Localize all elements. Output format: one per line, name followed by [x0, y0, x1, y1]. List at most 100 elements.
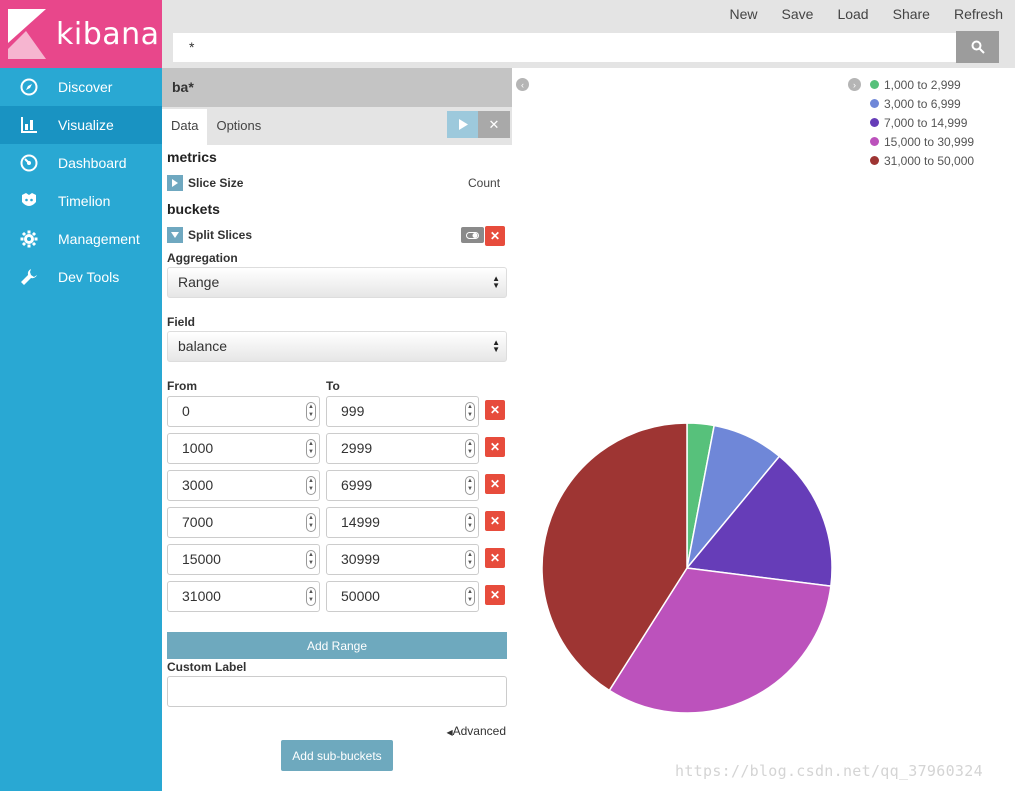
range-to-input[interactable]: 999 ▲ ▼: [326, 396, 479, 427]
spinner-icon[interactable]: ▲ ▼: [306, 513, 316, 532]
visualization-area: ‹ › 1,000 to 2,999 3,000 to 6,999 7,000 to…: [512, 68, 1015, 791]
advanced-label: Advanced: [452, 724, 506, 738]
kibana-logo[interactable]: kibana: [0, 0, 162, 68]
legend-label: 7,000 to 14,999: [884, 115, 968, 130]
custom-label-input[interactable]: [167, 676, 507, 707]
collapse-editor-icon[interactable]: ‹: [516, 78, 529, 91]
range-to-input[interactable]: 30999 ▲ ▼: [326, 544, 479, 575]
add-range-button[interactable]: Add Range: [167, 632, 507, 659]
collapse-caret-icon[interactable]: [167, 227, 183, 243]
new-button[interactable]: New: [729, 6, 758, 22]
spinner-icon[interactable]: ▲ ▼: [465, 402, 475, 421]
top-bar: New Save Load Share Refresh *: [162, 0, 1015, 68]
legend-item[interactable]: 15,000 to 30,999: [870, 132, 974, 151]
tab-data[interactable]: Data: [162, 109, 208, 145]
close-icon: ✕: [489, 588, 501, 602]
advanced-toggle[interactable]: ◀Advanced: [446, 724, 506, 738]
spinner-icon[interactable]: ▲ ▼: [465, 587, 475, 606]
range-to-input[interactable]: 14999 ▲ ▼: [326, 507, 479, 538]
tab-options[interactable]: Options: [216, 118, 262, 133]
range-from-input[interactable]: 7000 ▲ ▼: [167, 507, 320, 538]
pie-slice[interactable]: [685, 455, 833, 588]
pie-slice[interactable]: [686, 422, 716, 569]
select-arrows-icon: ▲ ▼: [492, 338, 500, 354]
search-icon: [971, 40, 985, 54]
remove-range-button[interactable]: ✕: [485, 548, 505, 568]
sidebar-item-dashboard[interactable]: Dashboard: [0, 144, 162, 182]
range-from-input[interactable]: 15000 ▲ ▼: [167, 544, 320, 575]
spinner-icon[interactable]: ▲ ▼: [465, 513, 475, 532]
sidebar-item-label: Dev Tools: [58, 269, 120, 285]
close-icon: ✕: [489, 229, 501, 243]
remove-range-button[interactable]: ✕: [485, 585, 505, 605]
spinner-icon[interactable]: ▲ ▼: [306, 587, 316, 606]
close-icon: ✕: [488, 116, 500, 132]
spinner-icon[interactable]: ▲ ▼: [306, 476, 316, 495]
index-pattern-title: ba*: [162, 68, 512, 107]
gear-icon: [18, 228, 40, 250]
metrics-title: metrics: [167, 149, 217, 165]
share-button[interactable]: Share: [892, 6, 930, 22]
aggregation-select[interactable]: Range ▲ ▼: [167, 267, 507, 298]
add-sub-buckets-button[interactable]: Add sub-buckets: [281, 740, 393, 771]
remove-range-button[interactable]: ✕: [485, 400, 505, 420]
field-value: balance: [178, 338, 228, 354]
close-icon: ✕: [489, 551, 501, 565]
spinner-icon[interactable]: ▲ ▼: [306, 550, 316, 569]
legend-item[interactable]: 31,000 to 50,000: [870, 151, 974, 170]
expand-caret-icon[interactable]: [167, 175, 183, 191]
legend-item[interactable]: 7,000 to 14,999: [870, 113, 974, 132]
pie-slice[interactable]: [541, 422, 688, 692]
pie-slice[interactable]: [608, 567, 832, 714]
close-icon: ✕: [489, 440, 501, 454]
sidebar-item-dev-tools[interactable]: Dev Tools: [0, 258, 162, 296]
legend-item[interactable]: 3,000 to 6,999: [870, 94, 974, 113]
legend-item[interactable]: 1,000 to 2,999: [870, 75, 974, 94]
bucket-row[interactable]: Split Slices: [167, 227, 252, 243]
chart-legend: 1,000 to 2,999 3,000 to 6,999 7,000 to 14,…: [870, 75, 974, 170]
range-from-value: 3000: [182, 477, 214, 493]
sidebar-item-timelion[interactable]: Timelion: [0, 182, 162, 220]
legend-label: 15,000 to 30,999: [884, 134, 975, 149]
legend-swatch: [870, 118, 879, 127]
legend-label: 31,000 to 50,000: [884, 153, 975, 168]
sidebar-item-label: Visualize: [58, 117, 114, 133]
search-button[interactable]: [956, 31, 999, 63]
search-input[interactable]: *: [173, 33, 956, 62]
sidebar-item-discover[interactable]: Discover: [0, 68, 162, 106]
refresh-button[interactable]: Refresh: [953, 6, 1003, 22]
range-to-input[interactable]: 2999 ▲ ▼: [326, 433, 479, 464]
range-to-value: 30999: [341, 551, 380, 567]
range-to-input[interactable]: 50000 ▲ ▼: [326, 581, 479, 612]
discard-changes-button[interactable]: ✕: [478, 111, 510, 138]
caret-left-icon: ◀: [446, 728, 453, 737]
remove-range-button[interactable]: ✕: [485, 511, 505, 531]
remove-range-button[interactable]: ✕: [485, 437, 505, 457]
range-from-input[interactable]: 0 ▲ ▼: [167, 396, 320, 427]
load-button[interactable]: Load: [837, 6, 869, 22]
sidebar-item-visualize[interactable]: Visualize: [0, 106, 162, 144]
sidebar-item-label: Dashboard: [58, 155, 127, 171]
toggle-bucket-button[interactable]: [461, 227, 484, 243]
field-select[interactable]: balance ▲ ▼: [167, 331, 507, 362]
sidebar-item-management[interactable]: Management: [0, 220, 162, 258]
toggle-legend-icon[interactable]: ›: [848, 78, 861, 91]
remove-range-button[interactable]: ✕: [485, 474, 505, 494]
range-from-value: 15000: [182, 551, 221, 567]
spinner-icon[interactable]: ▲ ▼: [465, 550, 475, 569]
metric-row[interactable]: Slice Size: [167, 175, 243, 191]
logo-text: kibana: [56, 16, 160, 52]
spinner-icon[interactable]: ▲ ▼: [306, 402, 316, 421]
range-from-input[interactable]: 3000 ▲ ▼: [167, 470, 320, 501]
pie-slice[interactable]: [686, 424, 781, 569]
spinner-icon[interactable]: ▲ ▼: [306, 439, 316, 458]
legend-label: 3,000 to 6,999: [884, 96, 961, 111]
remove-bucket-button[interactable]: ✕: [485, 226, 505, 246]
range-from-input[interactable]: 31000 ▲ ▼: [167, 581, 320, 612]
range-to-input[interactable]: 6999 ▲ ▼: [326, 470, 479, 501]
range-from-input[interactable]: 1000 ▲ ▼: [167, 433, 320, 464]
save-button[interactable]: Save: [781, 6, 814, 22]
apply-changes-button[interactable]: [447, 111, 478, 138]
spinner-icon[interactable]: ▲ ▼: [465, 439, 475, 458]
spinner-icon[interactable]: ▲ ▼: [465, 476, 475, 495]
